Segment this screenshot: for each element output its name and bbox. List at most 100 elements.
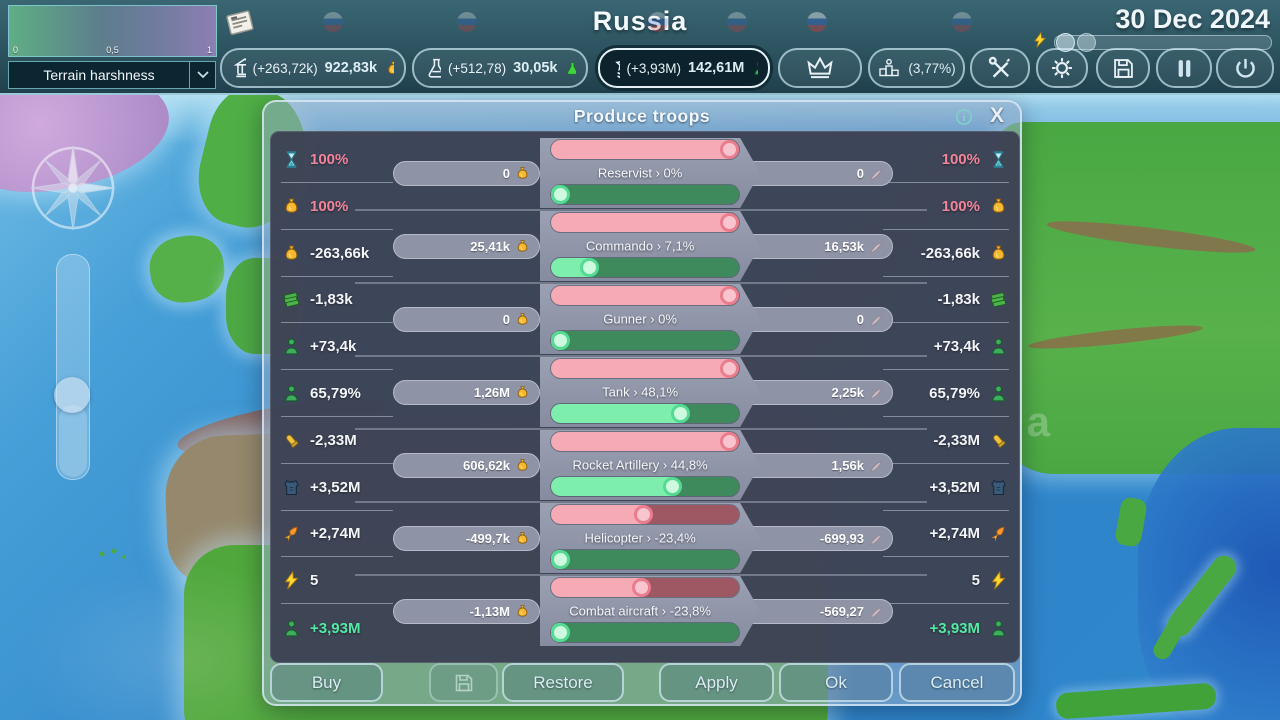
restore-button[interactable]: Restore <box>502 663 624 702</box>
bolt-icon <box>991 571 1006 590</box>
settings-button[interactable] <box>1036 48 1088 88</box>
troop-cost-pill: 25,41k <box>393 234 540 259</box>
vest-icon <box>991 479 1006 495</box>
slider-handle[interactable] <box>720 213 739 232</box>
treasury-panel[interactable]: (+263,72k) 922,83k <box>220 48 406 88</box>
troop-cost-pill: -499,7k <box>393 526 540 551</box>
quill-icon <box>870 241 883 253</box>
slider-fill <box>551 359 737 378</box>
slider-handle[interactable] <box>580 258 599 277</box>
gold-icon <box>285 245 298 260</box>
troop-cost-value: -499,7k <box>465 531 510 546</box>
research-delta: (+512,78) <box>447 60 507 76</box>
save-template-button[interactable] <box>429 663 498 702</box>
gold-icon <box>517 312 528 325</box>
troop-production-slider[interactable] <box>551 258 739 277</box>
troop-row: 0 Gunner › 0% 0 <box>271 283 1019 356</box>
troop-max-slider[interactable] <box>551 505 739 524</box>
map-legend: 0 0,5 1 <box>8 5 217 57</box>
troop-row: 1,26M Tank › 48,1% 2,25k <box>271 356 1019 429</box>
slider-handle[interactable] <box>720 432 739 451</box>
manpower-panel[interactable]: (+3,93M) 142,61M <box>598 48 770 88</box>
map-zoom-slider[interactable] <box>54 254 90 480</box>
troop-cost-value: -1,13M <box>469 604 510 619</box>
troop-production-slider[interactable] <box>551 331 739 350</box>
ranking-button[interactable]: (3,77%) <box>868 48 965 88</box>
troop-max-slider[interactable] <box>551 432 739 451</box>
gold-icon <box>285 198 298 213</box>
game-speed-slider[interactable] <box>1054 35 1272 50</box>
troop-production-slider[interactable] <box>551 623 739 642</box>
slider-fill <box>551 286 737 305</box>
stat-value: 65,79% <box>929 385 980 402</box>
stat-row: -1,83k <box>883 277 1009 324</box>
slider-handle[interactable] <box>551 550 570 569</box>
row-divider <box>355 428 927 430</box>
speed-knob[interactable] <box>1056 33 1075 52</box>
troop-cost-value: 0 <box>502 312 510 327</box>
tools-icon <box>988 56 1011 79</box>
stat-value: -2,33M <box>310 431 357 449</box>
pause-icon <box>1178 59 1190 77</box>
research-panel[interactable]: (+512,78) 30,05k <box>412 48 588 88</box>
slider-handle[interactable] <box>551 185 570 204</box>
troop-max-slider[interactable] <box>551 578 739 597</box>
close-icon[interactable]: X <box>989 104 1004 127</box>
pause-button[interactable] <box>1156 48 1212 88</box>
slider-handle[interactable] <box>663 477 682 496</box>
info-icon[interactable] <box>954 107 974 127</box>
flag-icon <box>952 12 972 32</box>
troop-row: 25,41k Commando › 7,1% 16,53k <box>271 210 1019 283</box>
save-game-button[interactable] <box>1096 48 1150 88</box>
quill-icon <box>870 606 883 618</box>
slider-handle[interactable] <box>720 359 739 378</box>
stat-value: -1,83k <box>310 291 353 309</box>
slider-handle[interactable] <box>720 286 739 305</box>
power-button[interactable] <box>1216 48 1274 88</box>
troop-output-pill: -699,93 <box>740 526 893 551</box>
dialog-title: Produce troops <box>573 106 711 126</box>
chevron-down-icon[interactable] <box>189 62 215 88</box>
ok-button[interactable]: Ok <box>779 663 893 702</box>
crown-button[interactable] <box>778 48 862 88</box>
flag-icon <box>457 12 477 32</box>
slider-fill <box>551 578 649 597</box>
slider-fill <box>551 432 737 451</box>
legend-tick-0: 0 <box>13 45 19 55</box>
troop-cost-pill: 606,62k <box>393 453 540 478</box>
tools-button[interactable] <box>970 48 1030 88</box>
research-value: 30,05k <box>513 60 558 76</box>
troop-max-slider[interactable] <box>551 140 739 159</box>
troop-max-slider[interactable] <box>551 213 739 232</box>
cancel-button[interactable]: Cancel <box>899 663 1015 702</box>
troop-label: Combat aircraft › -23,8% <box>569 603 711 619</box>
slider-handle[interactable] <box>551 331 570 350</box>
cash-icon <box>283 292 300 308</box>
slider-handle[interactable] <box>720 140 739 159</box>
slider-handle[interactable] <box>671 404 690 423</box>
troop-output-value: 0 <box>856 312 864 327</box>
save-icon <box>455 674 472 691</box>
speed-knob[interactable] <box>1077 33 1096 52</box>
troop-max-slider[interactable] <box>551 359 739 378</box>
prestige-percent: (3,77%) <box>908 60 956 76</box>
troop-max-slider[interactable] <box>551 286 739 305</box>
troop-production-slider[interactable] <box>551 404 739 423</box>
game-date: 30 Dec 2024 <box>1115 4 1270 34</box>
row-divider <box>355 501 927 503</box>
slider-handle[interactable] <box>632 578 651 597</box>
troop-production-slider[interactable] <box>551 185 739 204</box>
slider-handle[interactable] <box>551 623 570 642</box>
stat-value: +73,4k <box>933 338 980 356</box>
buy-button[interactable]: Buy <box>270 663 383 702</box>
apply-button[interactable]: Apply <box>659 663 774 702</box>
map-zoom-handle[interactable] <box>54 377 90 413</box>
troop-cost-value: 1,26M <box>473 385 510 400</box>
map-mode-dropdown[interactable]: Terrain harshness <box>8 61 216 89</box>
country-title: Russia <box>592 6 688 36</box>
troop-production-slider[interactable] <box>551 477 739 496</box>
troop-production-slider[interactable] <box>551 550 739 569</box>
troop-row: -1,13M Combat aircraft › -23,8% -569,27 <box>271 575 1019 648</box>
slider-handle[interactable] <box>634 505 653 524</box>
compass-icon[interactable] <box>28 138 118 246</box>
